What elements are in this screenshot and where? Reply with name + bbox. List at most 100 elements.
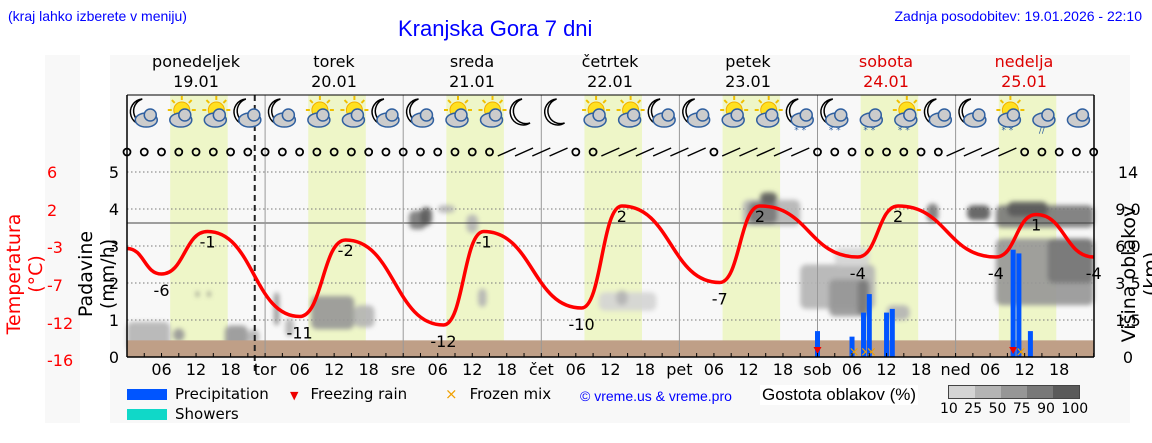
frozen-mix-marker: × (860, 345, 871, 360)
precipitation-bar (1010, 249, 1016, 357)
hour-tick-label: 18 (497, 360, 517, 379)
wind-barb-icon (980, 147, 1000, 157)
day-header: četrtek 22.01 (581, 52, 639, 91)
daylight-band (170, 95, 228, 357)
day-abbr-label: čet (529, 360, 554, 379)
hour-tick-label: 12 (876, 360, 896, 379)
precipitation-bar (866, 294, 872, 357)
location-hint-link[interactable]: (kraj lahko izberete v meniju) (8, 8, 187, 24)
legend-freezing-rain: ▼ Freezing rain (290, 385, 408, 403)
calm-wind-icon (312, 147, 322, 157)
calm-wind-icon (174, 147, 184, 157)
day-header-weekend: sobota 24.01 (858, 52, 914, 91)
hour-tick-label: 12 (186, 360, 206, 379)
calm-wind-icon (571, 147, 581, 157)
calm-wind-icon (864, 147, 874, 157)
cloud-icon (1066, 108, 1091, 128)
cloud-blob (173, 328, 185, 342)
wind-barb-icon (497, 147, 517, 157)
wind-barb-icon (601, 147, 620, 157)
day-header: petek 23.01 (725, 52, 771, 91)
hour-tick-label: 18 (773, 360, 793, 379)
calm-wind-icon (1037, 147, 1047, 157)
svg-text:* *: * * (863, 126, 875, 136)
precipitation-swatch (127, 389, 167, 400)
moon-cloud-icon (682, 98, 711, 128)
cloud-blob (967, 205, 991, 221)
temperature-label: -7 (712, 290, 728, 309)
wind-barb-icon (618, 147, 637, 157)
cloud-blob (247, 329, 260, 345)
calm-wind-icon (226, 147, 235, 157)
sun-cloud-icon (582, 96, 611, 128)
temperature-curve (126, 204, 1094, 327)
day-abbr-label: sob (803, 360, 831, 379)
temperature-axis-panel (45, 55, 80, 423)
showers-swatch (127, 409, 167, 420)
cloud-snow-icon: * * (859, 108, 884, 136)
cloud-blob (478, 288, 487, 308)
wind-barb-icon (756, 147, 776, 157)
precip-tick-label: 4 (109, 200, 119, 219)
calm-wind-icon (916, 147, 926, 157)
moon-cloud-icon (371, 98, 400, 128)
calm-wind-icon (1054, 147, 1064, 157)
hour-tick-label: 06 (566, 360, 586, 379)
temperature-label: 2 (755, 207, 765, 226)
cloud-blob (466, 214, 479, 234)
freezing-rain-marker (1009, 347, 1018, 354)
hour-tick-label: 18 (635, 360, 655, 379)
temperature-label: -6 (154, 281, 170, 300)
precip-tick-label: 5 (109, 163, 119, 182)
moon-cloud-icon (233, 98, 262, 128)
svg-text://: // (1039, 126, 1046, 136)
calm-wind-icon (295, 147, 305, 157)
hour-tick-label: 12 (738, 360, 758, 379)
cloud-rain-icon: // (1032, 108, 1056, 136)
wind-barb-icon (687, 147, 706, 157)
temperature-label: -10 (569, 315, 595, 334)
sun-cloud-icon (754, 96, 783, 128)
frozen-mix-marker: × (1015, 345, 1026, 360)
calm-wind-icon (485, 147, 494, 157)
legend-precipitation: Precipitation (127, 385, 269, 403)
moon-cloud-icon (958, 98, 987, 128)
frozen-mix-marker: × (849, 345, 860, 360)
calm-wind-icon (1089, 147, 1099, 157)
calm-wind-icon (364, 147, 374, 157)
cloud-height-tick-label: 14 (1118, 163, 1138, 182)
cloud-blob (285, 318, 294, 337)
precipitation-axis-label: Padavine (mm/h) (75, 230, 119, 318)
hour-tick-label: 18 (911, 360, 931, 379)
svg-text:* *: * * (829, 126, 841, 136)
calm-wind-icon (157, 147, 166, 157)
calm-wind-icon (243, 147, 253, 157)
cloud-blob (311, 295, 355, 330)
temperature-tick-label: -16 (47, 351, 73, 370)
hour-tick-label: 06 (428, 360, 448, 379)
cloud-density-scale-labels: 10 25 50 75 90 100 (940, 401, 1089, 417)
cloud-blob (437, 205, 455, 213)
frozen-mix-icon: × (445, 385, 458, 403)
freezing-rain-icon: ▼ (290, 389, 299, 402)
page-title: Kranjska Gora 7 dni (398, 16, 593, 41)
temperature-label: 2 (617, 207, 627, 226)
precipitation-bar (889, 308, 895, 357)
credit-link[interactable]: © vreme.us & vreme.pro (580, 388, 732, 404)
temperature-tick-label: 6 (47, 163, 57, 182)
temperature-label: -1 (476, 233, 492, 252)
cloud-blob (207, 291, 211, 297)
sun-cloud-icon (616, 96, 645, 128)
temperature-tick-label: -12 (47, 314, 73, 333)
calm-wind-icon (433, 147, 443, 157)
calm-wind-icon (208, 147, 218, 157)
sun-cloud-icon (167, 96, 196, 128)
temperature-label: -4 (850, 264, 866, 283)
cloud-height-tick-label: 1.5 (1115, 311, 1140, 330)
temperature-tick-label: -3 (47, 238, 63, 257)
temperature-label: -1 (200, 233, 216, 252)
moon-cloud-icon (129, 98, 159, 128)
calm-wind-icon (588, 147, 598, 157)
last-update: Zadnja posodobitev: 19.01.2026 - 22:10 (894, 8, 1142, 24)
sun-cloud-icon (202, 96, 231, 128)
